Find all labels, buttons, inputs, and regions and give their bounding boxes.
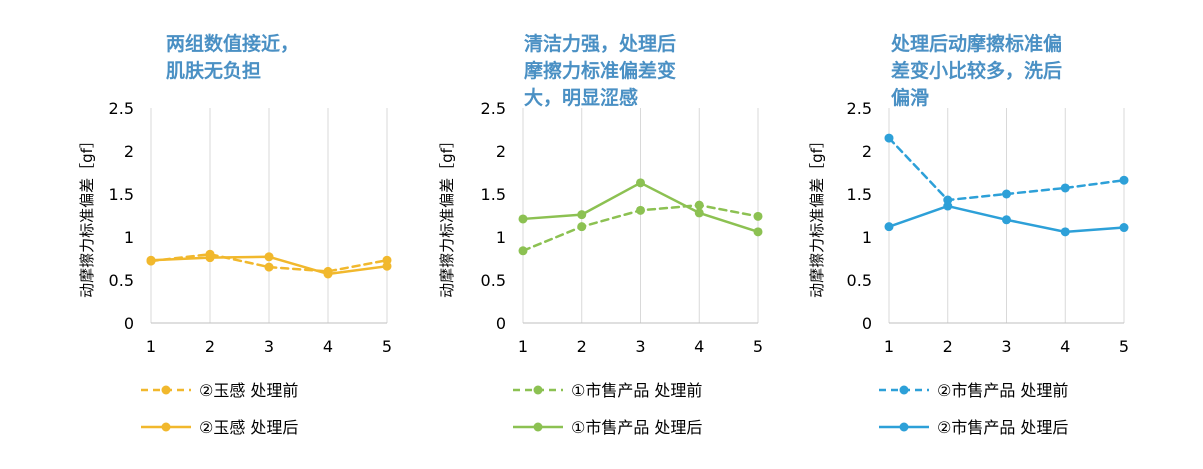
data-point (636, 205, 645, 215)
chart-title-line: 差变小比较多，洗后 (891, 59, 1062, 82)
legend-entry-label: ①市售产品 处理前 (571, 381, 702, 400)
x-tick-label: 1 (518, 337, 528, 356)
y-tick-label: 2.5 (109, 99, 134, 118)
y-tick-label: 1 (862, 228, 872, 247)
data-point (577, 210, 587, 220)
data-point (753, 227, 763, 237)
y-tick-label: 2.5 (847, 99, 872, 118)
y-tick-label: 0.5 (109, 271, 134, 290)
data-point (694, 200, 704, 210)
y-axis-label: 动摩擦力标准偏差［gf］ (438, 133, 456, 298)
legend-marker (161, 422, 171, 432)
data-point (264, 252, 274, 262)
x-tick-label: 1 (884, 337, 894, 356)
data-point (884, 222, 894, 232)
y-tick-label: 0.5 (847, 271, 872, 290)
data-point (1060, 227, 1070, 237)
chart-panel-1: 两组数值接近， 肌肤无负担 0 0.5 1 1.5 2 2.5 1 2 3 4 5 动摩擦力标准偏差［gf… (78, 32, 392, 437)
x-tick-label: 5 (1119, 337, 1129, 356)
chart-title-line: 大，明显涩感 (524, 86, 638, 109)
x-tick-label: 4 (694, 337, 704, 356)
y-tick-label: 1 (124, 228, 134, 247)
data-point (264, 262, 274, 272)
y-tick-label: 1.5 (481, 185, 506, 204)
legend-marker (533, 422, 543, 432)
chart-title-line: 清洁力强，处理后 (524, 32, 676, 55)
y-tick-label: 2 (862, 142, 872, 161)
x-tick-label: 3 (635, 337, 645, 356)
y-axis-label: 动摩擦力标准偏差［gf］ (808, 133, 826, 298)
y-tick-label: 1 (496, 228, 506, 247)
data-point (1002, 215, 1011, 225)
chart-title-line: 处理后动摩擦标准偏 (890, 32, 1062, 55)
y-tick-label: 2 (496, 142, 506, 161)
x-tick-label: 3 (264, 337, 274, 356)
y-tick-label: 1.5 (109, 185, 134, 204)
legend-marker (533, 385, 543, 395)
data-point (323, 269, 333, 279)
legend-entry-label: ②市售产品 处理前 (937, 381, 1068, 400)
x-tick-label: 3 (1001, 337, 1011, 356)
chart-title-line: 摩擦力标准偏差变 (524, 59, 676, 82)
y-tick-label: 1.5 (847, 185, 872, 204)
data-point (518, 214, 528, 224)
legend-entry-label: ②玉感 处理前 (199, 381, 298, 400)
data-point (205, 253, 215, 263)
x-tick-label: 5 (382, 337, 392, 356)
x-tick-label: 4 (323, 337, 333, 356)
data-point (146, 255, 156, 265)
x-tick-label: 5 (753, 337, 763, 356)
x-tick-label: 4 (1060, 337, 1070, 356)
data-point (1119, 223, 1129, 233)
data-point (943, 201, 953, 211)
y-tick-label: 0 (496, 314, 506, 333)
y-tick-label: 0.5 (481, 271, 506, 290)
data-point (753, 211, 763, 221)
y-tick-label: 2 (124, 142, 134, 161)
x-tick-label: 2 (577, 337, 587, 356)
data-point (884, 133, 894, 143)
legend-entry-label: ②玉感 处理后 (199, 418, 298, 437)
legend-entry-label: ①市售产品 处理后 (571, 418, 702, 437)
data-point (577, 222, 587, 232)
legend-entry-label: ②市售产品 处理后 (937, 418, 1068, 437)
y-axis-label: 动摩擦力标准偏差［gf］ (78, 133, 96, 298)
x-tick-label: 2 (205, 337, 215, 356)
data-point (636, 178, 645, 188)
y-tick-label: 0 (124, 314, 134, 333)
x-tick-label: 1 (146, 337, 156, 356)
legend-marker (899, 385, 909, 395)
legend-marker (161, 385, 171, 395)
data-point (1060, 183, 1070, 193)
y-tick-label: 0 (862, 314, 872, 333)
y-tick-label: 2.5 (481, 99, 506, 118)
data-point (1002, 189, 1011, 199)
data-point (518, 246, 528, 256)
chart-title-line: 肌肤无负担 (166, 59, 261, 82)
data-point (382, 261, 392, 271)
chart-title-line: 偏滑 (891, 86, 929, 109)
chart-title-line: 两组数值接近， (166, 32, 299, 55)
data-point (1119, 175, 1129, 185)
x-tick-label: 2 (943, 337, 953, 356)
data-point (694, 208, 704, 218)
legend-marker (899, 422, 909, 432)
